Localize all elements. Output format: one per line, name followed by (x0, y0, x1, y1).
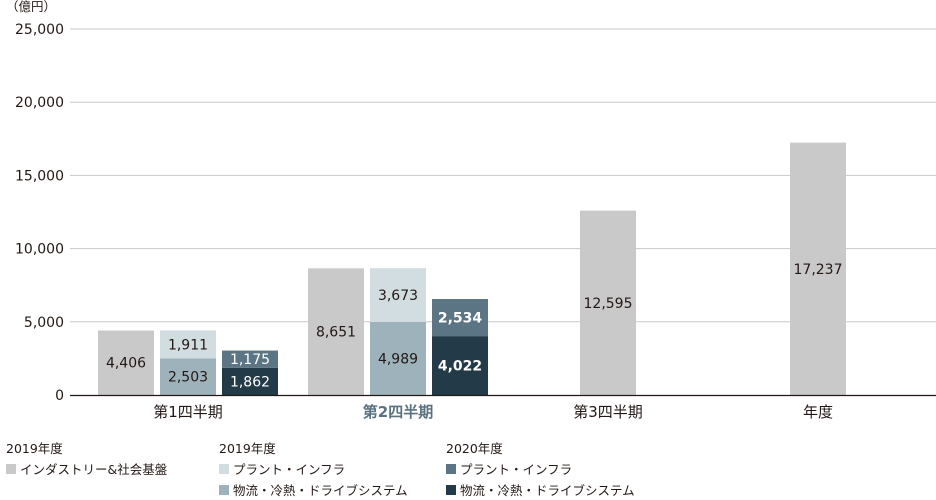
x-tick-label: 第3四半期 (573, 403, 643, 421)
data-label: 1,175 (230, 352, 270, 368)
legend-title: 2020年度 (446, 441, 503, 456)
data-label: 2,503 (168, 370, 208, 386)
legend-label: プラント・インフラ (233, 462, 346, 477)
legend-item: 物流・冷熱・ドライブシステム (219, 479, 408, 500)
legend-group-3: 2020年度 プラント・インフラ 物流・冷熱・ドライブシステム (446, 440, 635, 500)
data-label: 17,237 (794, 262, 843, 278)
y-unit-label: （億円） (6, 0, 56, 14)
y-tick-label: 15,000 (15, 168, 64, 184)
legend-title: 2019年度 (219, 441, 276, 456)
bar-segment (370, 268, 426, 322)
data-label: 4,406 (106, 356, 146, 372)
bar-segment (370, 321, 426, 395)
y-tick-label: 25,000 (15, 22, 64, 38)
legend-item: プラント・インフラ (219, 458, 408, 479)
legend-group-1: 2019年度 インダストリー&社会基盤 (6, 440, 167, 479)
legend-swatch (219, 484, 229, 495)
legend-group-2: 2019年度 プラント・インフラ 物流・冷熱・ドライブシステム (219, 440, 408, 500)
data-label: 1,862 (230, 374, 270, 390)
bar-segment (790, 142, 846, 395)
y-tick-label: 20,000 (15, 95, 64, 111)
bar-segment (308, 268, 364, 395)
data-label: 4,022 (438, 359, 482, 375)
legend-swatch (219, 463, 229, 474)
data-label: 8,651 (316, 325, 356, 341)
data-label: 3,673 (378, 288, 418, 304)
legend-swatch (446, 463, 456, 474)
bar-segment (580, 210, 636, 395)
legend-title: 2019年度 (6, 441, 63, 456)
legend-label: 物流・冷熱・ドライブシステム (460, 483, 635, 498)
x-tick-label: 第2四半期 (363, 403, 433, 421)
bar-segment (222, 367, 278, 395)
y-tick-label: 5,000 (24, 315, 64, 331)
x-tick-label: 第1四半期 (153, 403, 223, 421)
bar-segment (160, 330, 216, 359)
y-tick-label: 10,000 (15, 242, 64, 258)
bar-segment (222, 350, 278, 368)
data-label: 12,595 (584, 296, 633, 312)
legend-swatch (6, 463, 16, 474)
legend-item: 物流・冷熱・ドライブシステム (446, 479, 635, 500)
data-label: 2,534 (438, 311, 483, 327)
data-label: 4,989 (378, 351, 418, 367)
data-label: 1,911 (168, 337, 208, 353)
legend-item: インダストリー&社会基盤 (6, 458, 167, 479)
bar-segment (98, 330, 154, 395)
legend-label: 物流・冷熱・ドライブシステム (233, 483, 408, 498)
legend-label: インダストリー&社会基盤 (20, 462, 168, 477)
x-tick-label: 年度 (803, 403, 833, 421)
legend-label: プラント・インフラ (460, 462, 573, 477)
bar-segment (160, 358, 216, 395)
bar-segment (432, 299, 488, 337)
bar-segment (432, 336, 488, 395)
y-tick-label: 0 (55, 388, 64, 404)
legend-item: プラント・インフラ (446, 458, 635, 479)
legend-swatch (446, 484, 456, 495)
